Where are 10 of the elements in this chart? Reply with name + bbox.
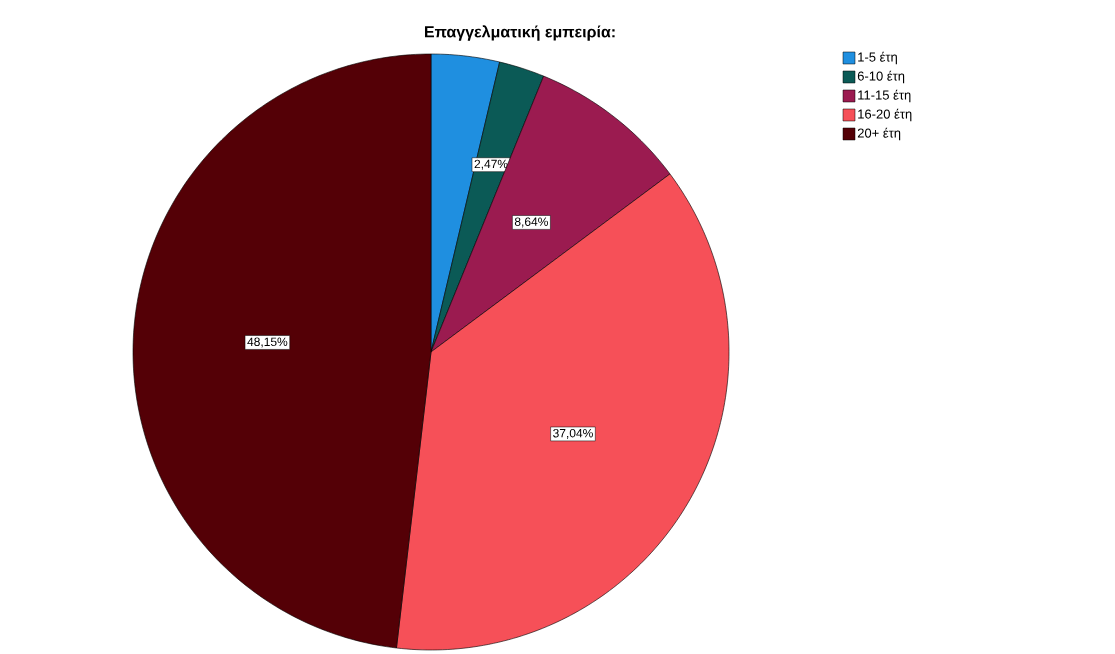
data-label: 48,15% (247, 337, 288, 348)
data-label: 2,47% (474, 159, 508, 170)
legend-label: 11-15 έτη (858, 89, 911, 103)
legend-label: 6-10 έτη (857, 70, 905, 84)
data-label: 37,04% (553, 428, 593, 439)
legend-label: 16-20 έτη (858, 108, 912, 122)
data-label: 8,64% (514, 217, 548, 228)
chart-title: Επαγγελματική εμπειρία: (425, 25, 615, 41)
legend-label: 20+ έτη (857, 127, 901, 141)
legend-label: 1-5 έτη (858, 51, 897, 65)
